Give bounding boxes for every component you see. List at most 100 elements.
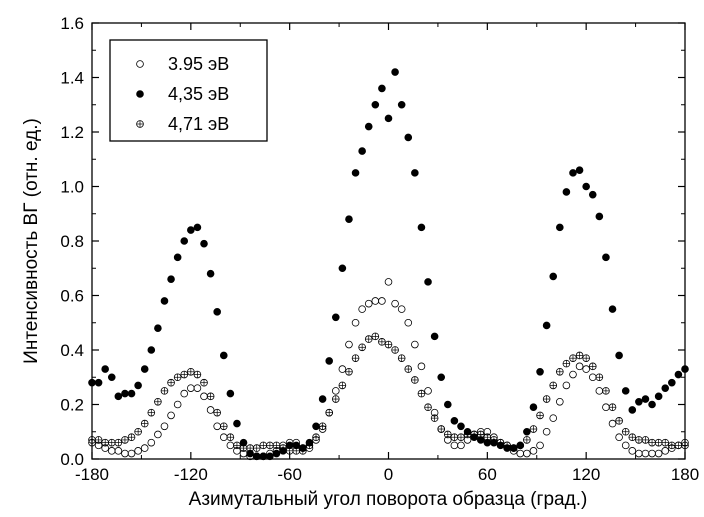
data-point [654, 392, 663, 401]
data-point [417, 223, 426, 232]
data-point [654, 449, 663, 458]
legend: 3.95 эВ 4,35 эВ 4,71 эВ [109, 39, 268, 142]
data-point [114, 447, 123, 455]
data-point [121, 449, 129, 458]
data-point [621, 441, 630, 450]
data-point [404, 365, 413, 373]
data-point [621, 387, 630, 395]
y-tick-label: 1.6 [60, 14, 84, 33]
data-point [404, 133, 413, 142]
data-point [154, 430, 162, 439]
data-point [384, 278, 393, 286]
legend-marker-2 [136, 120, 144, 128]
data-point [615, 433, 623, 442]
data-point [259, 441, 268, 450]
data-point [595, 373, 604, 382]
data-point [463, 427, 472, 436]
data-point [200, 392, 208, 401]
y-tick-label: 0.4 [60, 341, 84, 360]
legend-label-1: 4,35 эВ [168, 84, 229, 104]
data-point [443, 400, 452, 409]
data-point [621, 427, 630, 436]
data-point [219, 433, 228, 442]
data-point [272, 441, 281, 450]
data-point [635, 449, 643, 458]
data-point [140, 365, 149, 373]
data-point [641, 395, 650, 403]
data-point [661, 438, 670, 447]
data-point [529, 447, 538, 455]
data-point [127, 433, 136, 442]
data-point [147, 438, 156, 447]
data-point [358, 305, 366, 313]
y-tick-label: 0.0 [60, 450, 84, 469]
data-point [94, 378, 103, 387]
data-point [648, 438, 656, 447]
data-point [608, 419, 617, 428]
data-point [569, 354, 577, 362]
data-point [101, 438, 109, 447]
y-tick-label: 0.8 [60, 232, 84, 251]
data-point [569, 169, 577, 177]
data-point [134, 447, 142, 455]
data-point [582, 365, 590, 373]
data-point [358, 147, 366, 155]
data-point [272, 449, 281, 458]
data-point [193, 384, 202, 392]
data-point [160, 422, 169, 431]
data-point [384, 114, 393, 123]
data-point [424, 387, 432, 395]
data-point [635, 397, 643, 406]
data-point [595, 387, 604, 395]
data-point [160, 297, 169, 305]
legend-marker-0 [136, 60, 144, 68]
data-point [140, 419, 149, 428]
data-point [608, 305, 617, 313]
data-point [648, 400, 656, 409]
data-point [173, 253, 182, 262]
data-point [127, 449, 136, 458]
data-point [674, 370, 683, 379]
data-point [121, 436, 129, 444]
data-point [391, 346, 399, 354]
data-point [556, 367, 564, 376]
data-point [180, 389, 189, 398]
data-point [575, 362, 584, 371]
data-point [312, 433, 320, 442]
data-point [654, 438, 663, 447]
data-point [542, 427, 551, 436]
data-point [483, 438, 492, 447]
data-point [437, 425, 446, 433]
legend-marker-1 [136, 90, 144, 98]
data-point [147, 408, 156, 417]
data-point [345, 215, 353, 224]
data-point [391, 68, 399, 76]
data-point [364, 335, 373, 343]
data-point [252, 452, 261, 461]
data-point [206, 392, 215, 401]
data-point [595, 212, 604, 221]
data-point [206, 406, 215, 414]
data-point [114, 438, 123, 447]
data-point [635, 436, 643, 444]
data-point [549, 414, 558, 422]
data-point [364, 299, 373, 308]
data-point [173, 373, 182, 382]
data-point [681, 365, 689, 373]
data-point [582, 182, 590, 191]
data-point [134, 381, 142, 390]
data-point [608, 403, 617, 412]
data-point [411, 169, 419, 177]
data-point [351, 169, 360, 177]
x-tick-label: 180 [671, 465, 699, 484]
data-point [556, 223, 564, 232]
data-point [457, 422, 465, 431]
data-point [496, 441, 505, 450]
data-point [588, 362, 597, 371]
data-point [628, 406, 637, 414]
data-point [233, 419, 241, 428]
data-point [358, 343, 366, 352]
data-point [239, 438, 248, 447]
y-tick-label: 0.6 [60, 287, 84, 306]
